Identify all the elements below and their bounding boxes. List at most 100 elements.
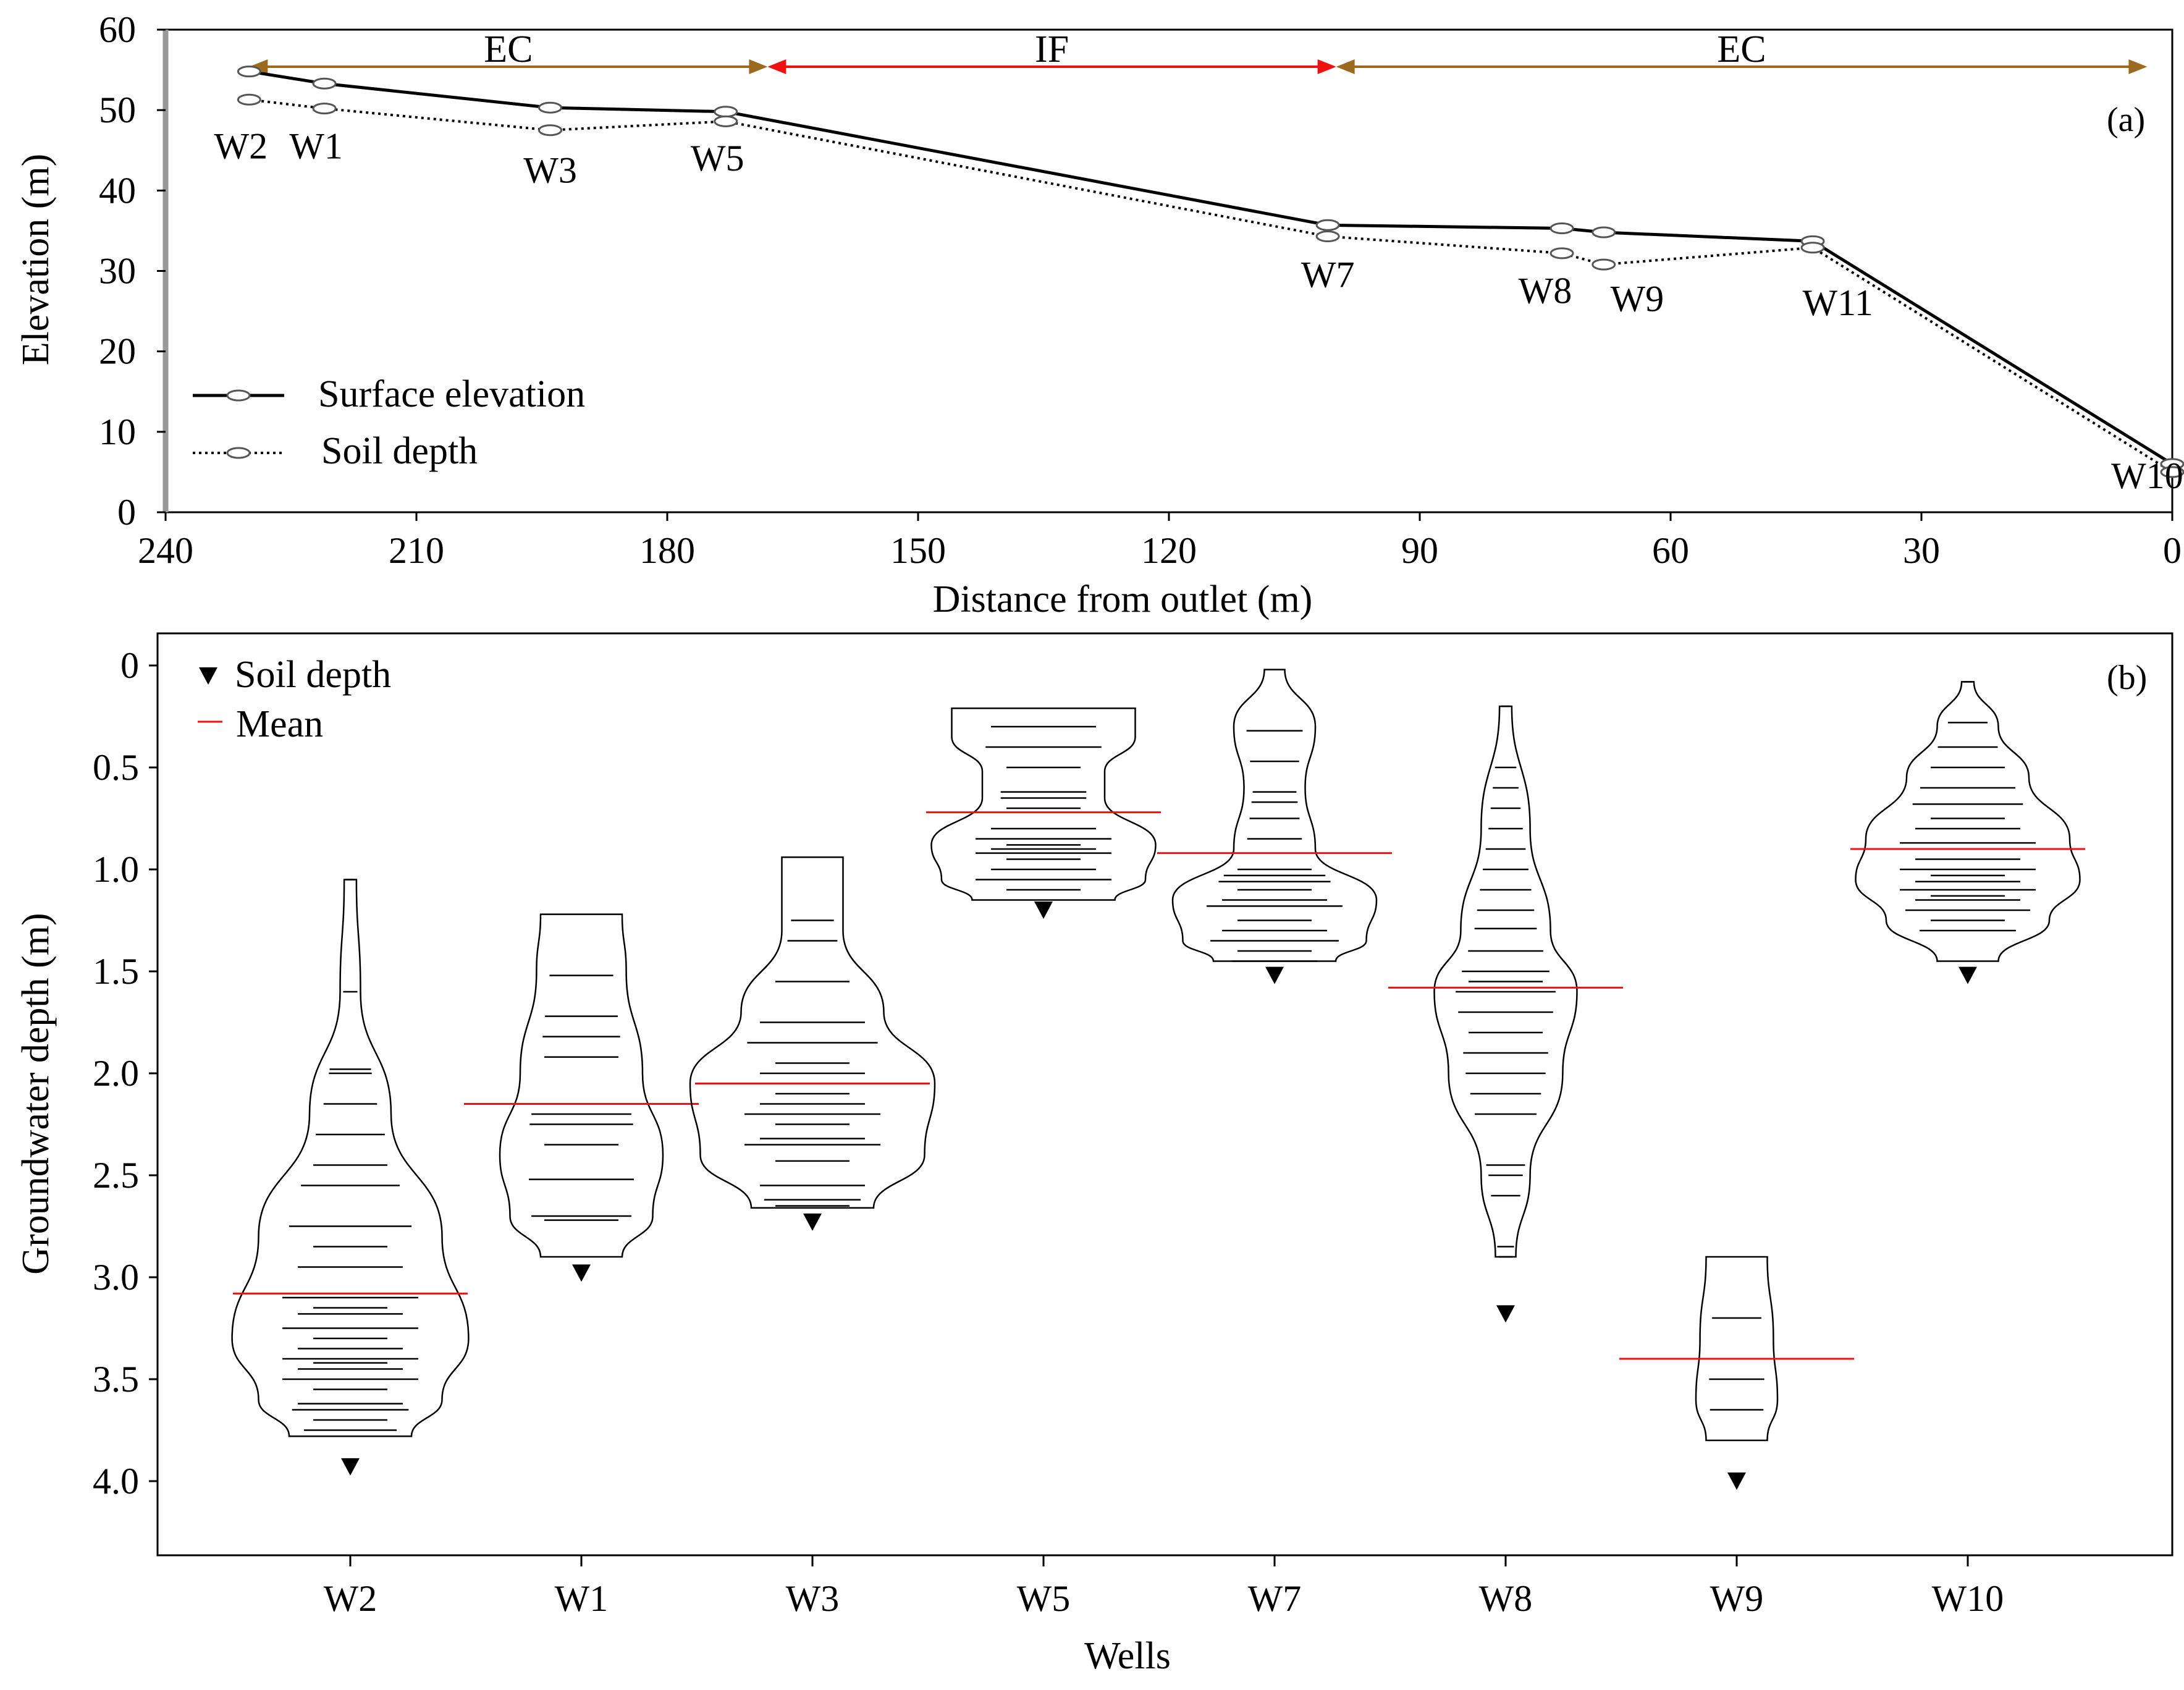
panel-a-y-axis-label: Elevation (m)	[15, 154, 57, 366]
data-point-soil	[1549, 247, 1574, 260]
legend-surface-label: Surface elevation	[318, 373, 585, 415]
zone-arrow-left	[767, 59, 786, 74]
well-group-w5	[926, 708, 1161, 919]
x-tick-label: W3	[786, 1578, 840, 1619]
violin-outline	[231, 879, 470, 1437]
data-point-soil	[714, 115, 738, 127]
violin-outline	[1855, 681, 2081, 962]
zone-label: IF	[1035, 28, 1069, 70]
data-point-surface	[538, 101, 563, 114]
y-tick-label: 1.5	[93, 951, 139, 992]
violin-outline	[1171, 669, 1378, 962]
zone-arrow-right	[2128, 59, 2148, 74]
legend-surface-marker	[226, 389, 251, 402]
well-group-w8	[1388, 705, 1623, 1323]
legend-mean-label: Mean	[236, 703, 323, 745]
zone-arrow-left	[249, 59, 268, 74]
soil-depth-marker	[1265, 966, 1284, 984]
violin-outline	[1695, 1256, 1779, 1442]
panel-a-label: (a)	[2107, 101, 2145, 139]
x-tick-label: 180	[639, 530, 695, 571]
legend-soil-depth-label: Soil depth	[235, 654, 391, 696]
panel-b-label: (b)	[2107, 659, 2147, 697]
panel-b-frame	[156, 632, 2173, 1557]
well-group-w7	[1157, 669, 1392, 984]
panel-a-x-ticks: 240 210 180 150 120 90 60 30 0	[138, 512, 2182, 571]
soil-depth-marker	[803, 1213, 822, 1231]
well-label: W1	[289, 125, 343, 166]
y-tick-label: 30	[99, 251, 136, 292]
y-tick-label: 3.5	[93, 1359, 139, 1400]
y-tick-label: 0	[117, 492, 136, 533]
well-label: W9	[1611, 279, 1664, 319]
panel-a-elevation-profile: 0 10 20 30 40 50 60 240 210 180 150 120 90 60 30 0 EC I…	[15, 9, 2184, 620]
data-point-surface	[312, 77, 337, 90]
x-tick-label: W9	[1710, 1578, 1764, 1619]
x-tick-label: 120	[1141, 530, 1197, 571]
y-tick-label: 3.0	[93, 1257, 139, 1298]
soil-depth-marker	[572, 1264, 591, 1282]
well-group-w9	[1619, 1256, 1854, 1490]
data-point-soil	[538, 124, 563, 137]
panel-a-series	[237, 65, 2184, 478]
panel-a-y-ticks: 0 10 20 30 40 50 60	[99, 9, 166, 533]
y-tick-label: 0.5	[93, 747, 139, 788]
zone-arrow-right	[1317, 59, 1336, 74]
data-point-soil	[1315, 230, 1340, 243]
soil-depth-marker	[1496, 1305, 1515, 1323]
x-tick-label: 150	[890, 530, 946, 571]
soil-depth-marker	[1958, 966, 1977, 984]
well-group-w10	[1850, 681, 2085, 984]
soil-depth-marker	[1034, 902, 1053, 919]
data-point-surface	[1315, 219, 1340, 231]
panel-b-groundwater: 0 0.5 1.0 1.5 2.0 2.5 3.0 3.5 4.0 W2 W1 W3 W5 W7 W8 W9…	[15, 632, 2173, 1677]
well-group-w2	[231, 879, 470, 1476]
legend-soil-depth-marker	[199, 667, 217, 685]
data-point-surface	[1549, 222, 1574, 235]
well-label: W7	[1301, 255, 1355, 295]
well-label: W10	[2111, 455, 2183, 496]
x-tick-label: W10	[1932, 1578, 2004, 1619]
zone-arrow-left	[1336, 59, 1355, 74]
violin-outline	[689, 856, 936, 1209]
data-point-soil	[237, 93, 261, 106]
violin-outline	[1433, 705, 1578, 1258]
panel-b-legend: Soil depth Mean	[198, 654, 391, 745]
y-tick-label: 2.0	[93, 1053, 139, 1094]
data-point-soil	[2160, 466, 2184, 478]
y-tick-label: 4.0	[93, 1461, 139, 1502]
data-point-soil	[1800, 242, 1825, 254]
x-tick-label: 60	[1652, 530, 1689, 571]
zone-label: EC	[484, 28, 533, 70]
y-tick-label: 1.0	[93, 849, 139, 890]
x-tick-label: 30	[1903, 530, 1940, 571]
legend-soil-marker	[226, 447, 251, 459]
panel-a-x-axis-label: Distance from outlet (m)	[933, 578, 1313, 620]
panel-a-well-labels: W2 W1 W3 W5 W7 W8 W9 W11 W10	[214, 125, 2183, 496]
well-group-w3	[689, 856, 936, 1231]
violin-outline	[499, 913, 664, 1258]
well-label: W3	[523, 150, 577, 190]
x-tick-label: W5	[1017, 1578, 1071, 1619]
data-point-surface	[237, 65, 261, 78]
y-tick-label: 2.5	[93, 1155, 139, 1196]
data-point-soil	[1592, 258, 1616, 271]
x-tick-label: 0	[2163, 530, 2182, 571]
panel-b-y-axis-label: Groundwater depth (m)	[15, 913, 57, 1274]
well-group-w1	[464, 913, 699, 1282]
panel-b-x-axis-label: Wells	[1084, 1635, 1171, 1677]
panel-b-y-ticks: 0 0.5 1.0 1.5 2.0 2.5 3.0 3.5 4.0	[93, 645, 158, 1502]
violin-outline	[930, 708, 1157, 901]
series-line-soil-depth	[249, 98, 2173, 473]
data-point-soil	[312, 103, 337, 115]
panel-a-legend: Surface elevation Soil depth	[193, 373, 585, 472]
y-tick-label: 0	[120, 645, 139, 686]
y-tick-label: 60	[99, 9, 136, 50]
x-tick-label: W7	[1248, 1578, 1302, 1619]
well-label: W2	[214, 125, 268, 166]
x-tick-label: 90	[1401, 530, 1438, 571]
data-point-surface	[1592, 226, 1616, 239]
x-tick-label: W1	[555, 1578, 609, 1619]
panel-b-x-ticks: W2 W1 W3 W5 W7 W8 W9 W10	[324, 1555, 2004, 1619]
